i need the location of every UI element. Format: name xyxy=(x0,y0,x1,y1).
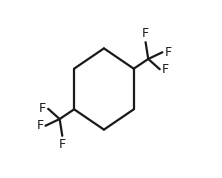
Text: F: F xyxy=(165,46,172,59)
Text: F: F xyxy=(36,119,43,132)
Text: F: F xyxy=(59,138,66,151)
Text: F: F xyxy=(39,102,46,115)
Text: F: F xyxy=(142,27,149,40)
Text: F: F xyxy=(162,63,169,76)
